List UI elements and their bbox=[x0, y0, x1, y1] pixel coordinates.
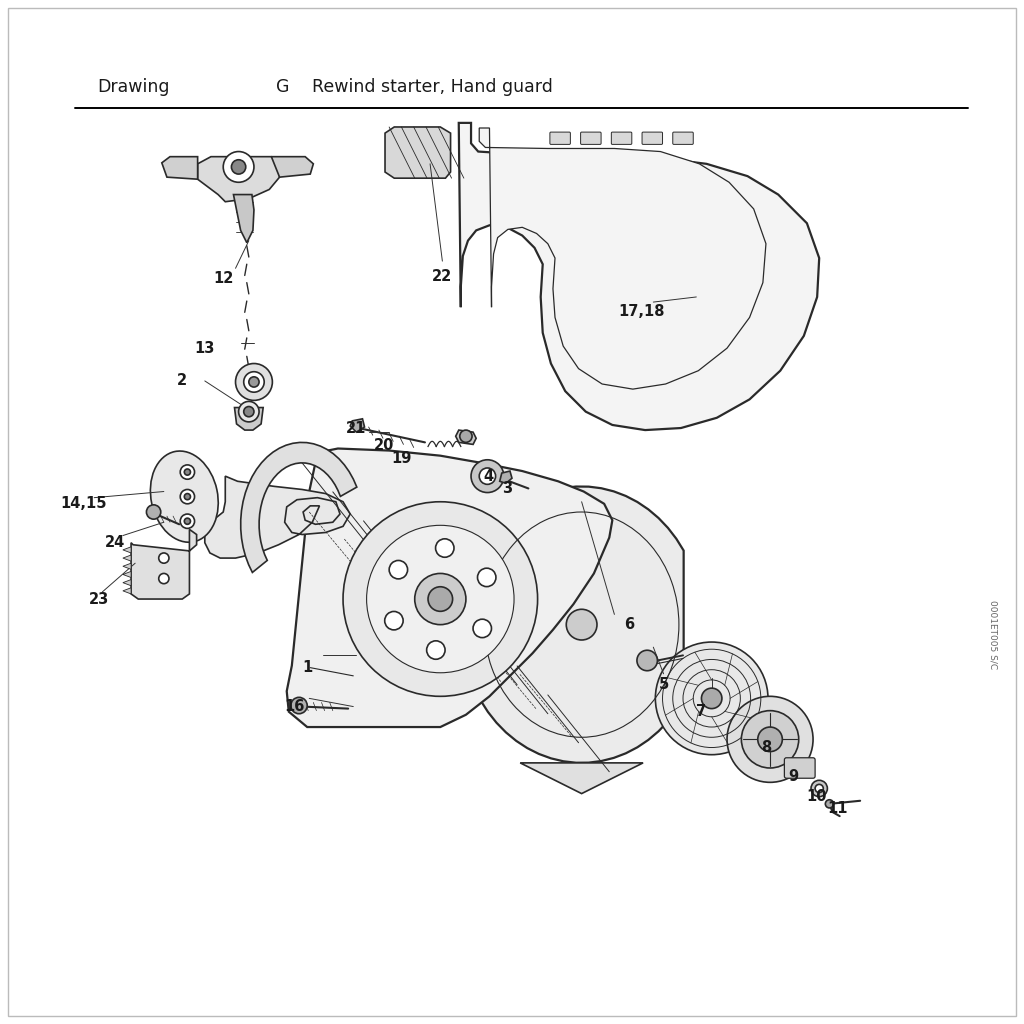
Circle shape bbox=[825, 800, 834, 808]
Circle shape bbox=[291, 697, 307, 714]
Circle shape bbox=[389, 560, 408, 579]
Circle shape bbox=[758, 727, 782, 752]
FancyBboxPatch shape bbox=[611, 132, 632, 144]
Circle shape bbox=[231, 160, 246, 174]
Text: 8: 8 bbox=[761, 740, 771, 755]
Text: 13: 13 bbox=[195, 341, 215, 355]
Circle shape bbox=[815, 784, 823, 793]
Circle shape bbox=[367, 525, 514, 673]
Text: 14,15: 14,15 bbox=[60, 497, 108, 511]
FancyBboxPatch shape bbox=[581, 132, 601, 144]
FancyBboxPatch shape bbox=[550, 132, 570, 144]
Polygon shape bbox=[198, 157, 280, 202]
Text: 4: 4 bbox=[483, 469, 494, 483]
Polygon shape bbox=[500, 471, 512, 483]
Circle shape bbox=[159, 553, 169, 563]
FancyBboxPatch shape bbox=[784, 758, 815, 778]
Text: 24: 24 bbox=[104, 536, 125, 550]
Circle shape bbox=[741, 711, 799, 768]
Circle shape bbox=[479, 468, 496, 484]
Polygon shape bbox=[461, 486, 684, 763]
Polygon shape bbox=[233, 195, 254, 243]
Polygon shape bbox=[123, 563, 131, 569]
Polygon shape bbox=[287, 449, 612, 727]
Polygon shape bbox=[162, 157, 198, 179]
Polygon shape bbox=[350, 419, 365, 432]
Polygon shape bbox=[123, 571, 131, 578]
Circle shape bbox=[727, 696, 813, 782]
Polygon shape bbox=[520, 763, 643, 794]
Circle shape bbox=[655, 642, 768, 755]
Text: G: G bbox=[276, 78, 290, 96]
Text: Rewind starter, Hand guard: Rewind starter, Hand guard bbox=[312, 78, 553, 96]
Text: 23: 23 bbox=[89, 592, 110, 606]
Circle shape bbox=[180, 465, 195, 479]
Text: 7: 7 bbox=[696, 705, 707, 719]
Circle shape bbox=[239, 401, 259, 422]
Polygon shape bbox=[205, 476, 350, 558]
Circle shape bbox=[244, 407, 254, 417]
Text: 19: 19 bbox=[391, 452, 412, 466]
Polygon shape bbox=[123, 547, 131, 553]
Text: 20: 20 bbox=[374, 438, 394, 453]
FancyBboxPatch shape bbox=[642, 132, 663, 144]
Circle shape bbox=[566, 609, 597, 640]
Circle shape bbox=[223, 152, 254, 182]
Polygon shape bbox=[123, 555, 131, 561]
Circle shape bbox=[184, 518, 190, 524]
FancyBboxPatch shape bbox=[673, 132, 693, 144]
Text: 1: 1 bbox=[302, 660, 312, 675]
Text: 2: 2 bbox=[177, 374, 187, 388]
Text: Drawing: Drawing bbox=[97, 78, 170, 96]
Polygon shape bbox=[459, 123, 819, 430]
Circle shape bbox=[343, 502, 538, 696]
Text: 0001ET005 S/C: 0001ET005 S/C bbox=[989, 600, 997, 670]
Polygon shape bbox=[234, 408, 263, 430]
Ellipse shape bbox=[151, 451, 218, 543]
Polygon shape bbox=[123, 588, 131, 594]
Polygon shape bbox=[271, 157, 313, 177]
Text: 10: 10 bbox=[806, 790, 826, 804]
Text: 6: 6 bbox=[624, 617, 634, 632]
Text: 9: 9 bbox=[788, 769, 799, 783]
Circle shape bbox=[249, 377, 259, 387]
Text: 16: 16 bbox=[285, 699, 305, 714]
Polygon shape bbox=[385, 127, 451, 178]
Circle shape bbox=[236, 364, 272, 400]
Circle shape bbox=[146, 505, 161, 519]
Circle shape bbox=[428, 587, 453, 611]
Circle shape bbox=[180, 489, 195, 504]
Text: 22: 22 bbox=[432, 269, 453, 284]
Text: 5: 5 bbox=[658, 677, 669, 691]
Polygon shape bbox=[456, 430, 476, 444]
Polygon shape bbox=[479, 128, 766, 389]
Circle shape bbox=[473, 620, 492, 638]
Circle shape bbox=[477, 568, 496, 587]
Circle shape bbox=[701, 688, 722, 709]
Circle shape bbox=[471, 460, 504, 493]
Circle shape bbox=[811, 780, 827, 797]
Text: 11: 11 bbox=[827, 802, 848, 816]
Polygon shape bbox=[241, 442, 356, 572]
Circle shape bbox=[385, 611, 403, 630]
Circle shape bbox=[184, 469, 190, 475]
Circle shape bbox=[415, 573, 466, 625]
Circle shape bbox=[244, 372, 264, 392]
Text: 17,18: 17,18 bbox=[618, 304, 666, 318]
Circle shape bbox=[435, 539, 454, 557]
Circle shape bbox=[427, 641, 445, 659]
Text: 12: 12 bbox=[213, 271, 233, 286]
Text: 21: 21 bbox=[346, 421, 367, 435]
Polygon shape bbox=[131, 529, 197, 599]
Circle shape bbox=[180, 514, 195, 528]
Circle shape bbox=[637, 650, 657, 671]
Circle shape bbox=[159, 573, 169, 584]
Polygon shape bbox=[123, 580, 131, 586]
Circle shape bbox=[184, 494, 190, 500]
Circle shape bbox=[460, 430, 472, 442]
Text: 3: 3 bbox=[502, 481, 512, 496]
